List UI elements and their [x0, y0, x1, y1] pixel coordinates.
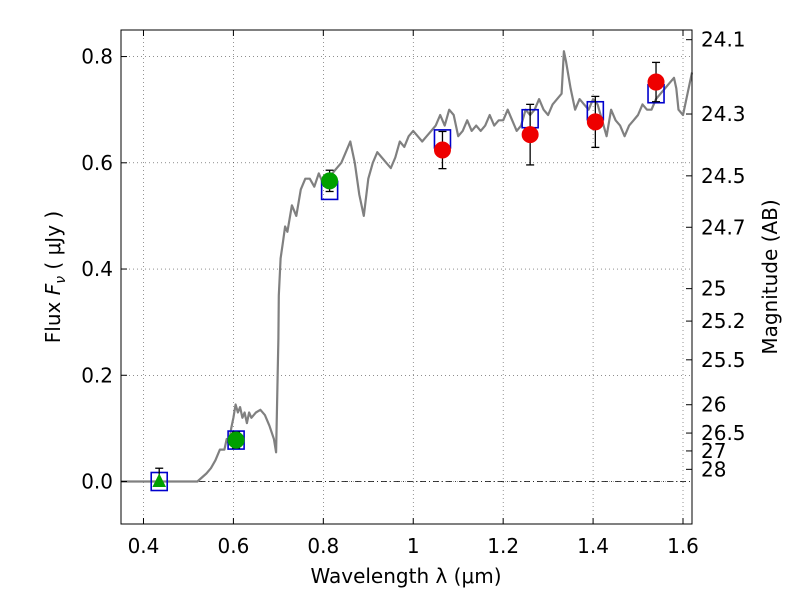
y-tick-label: 0.4 [81, 257, 113, 281]
magnitude-tick-label: 24.7 [701, 215, 746, 239]
x-tick-label: 1.2 [487, 534, 519, 558]
x-tick-labels: 0.4 0.6 0.8 1 1.2 1.4 1.6 [128, 534, 699, 558]
x-tick-label: 1 [407, 534, 420, 558]
magnitude-tick-label: 26.5 [701, 421, 746, 445]
y-tick-labels: 0.0 0.2 0.4 0.6 0.8 [81, 45, 113, 494]
observation-point [521, 126, 539, 144]
observation-triangle [152, 473, 167, 488]
magnitude-tick-label: 25 [701, 277, 726, 301]
y-tick-label: 0.2 [81, 363, 113, 387]
magnitude-tick-label: 24.3 [701, 102, 746, 126]
y2-axis-title: Magnitude (AB) [758, 199, 782, 354]
magnitude-tick-label: 24.5 [701, 164, 746, 188]
x-tick-label: 1.4 [577, 534, 609, 558]
x-axis-title: Wavelength λ (μm) [310, 564, 501, 588]
y-axis-title-nu: ν [53, 276, 69, 284]
observation-point [586, 113, 604, 131]
x-tick-label: 0.6 [217, 534, 249, 558]
magnitude-tick-label: 26 [701, 393, 726, 417]
x-tick-label: 1.6 [667, 534, 699, 558]
y-tick-label: 0.0 [81, 470, 113, 494]
plot-frame [120, 29, 693, 525]
y-axis-title-post: ( μJy ) [41, 211, 65, 276]
observation-point [227, 431, 245, 449]
y-tick-label: 0.8 [81, 45, 113, 69]
y-axis-title-pre: Flux [41, 295, 65, 343]
x-tick-label: 0.8 [307, 534, 339, 558]
magnitude-tick-label: 27 [701, 439, 726, 463]
observation-point [433, 141, 451, 159]
magnitude-tick-label: 25.2 [701, 309, 746, 333]
magnitude-tick-label: 28 [701, 457, 726, 481]
y-axis-title: Flux Fν ( μJy ) [41, 211, 69, 343]
magnitude-tick-label: 24.1 [701, 28, 746, 52]
y-tick-label: 0.6 [81, 151, 113, 175]
x-tick-label: 0.4 [128, 534, 160, 558]
observations-group [152, 73, 665, 488]
magnitude-tick-label: 25.5 [701, 348, 746, 372]
observation-point [321, 172, 339, 190]
observation-point [647, 73, 665, 91]
y-axis-title-f: F [41, 283, 65, 295]
axis-ticks [121, 30, 692, 524]
